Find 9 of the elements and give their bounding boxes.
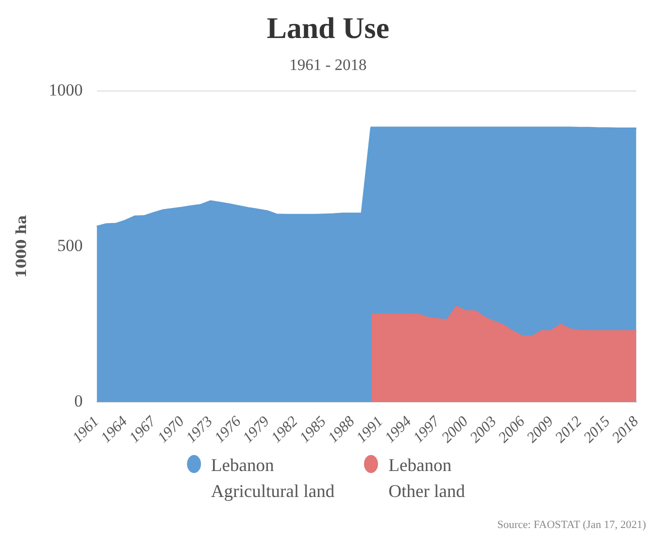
chart-subtitle: 1961 - 2018 [289,56,367,74]
y-tick-label: 0 [74,392,83,411]
legend-label: Lebanon Agricultural land [211,454,334,503]
legend-label: Lebanon Other land [388,454,465,503]
y-axis-title: 1000 ha [14,215,30,278]
y-tick-label: 500 [57,236,83,256]
y-tick-label: 1000 [48,80,83,100]
chart-title: Land Use [266,12,390,45]
source-note: Source: FAOSTAT (Jan 17, 2021) [497,519,646,531]
